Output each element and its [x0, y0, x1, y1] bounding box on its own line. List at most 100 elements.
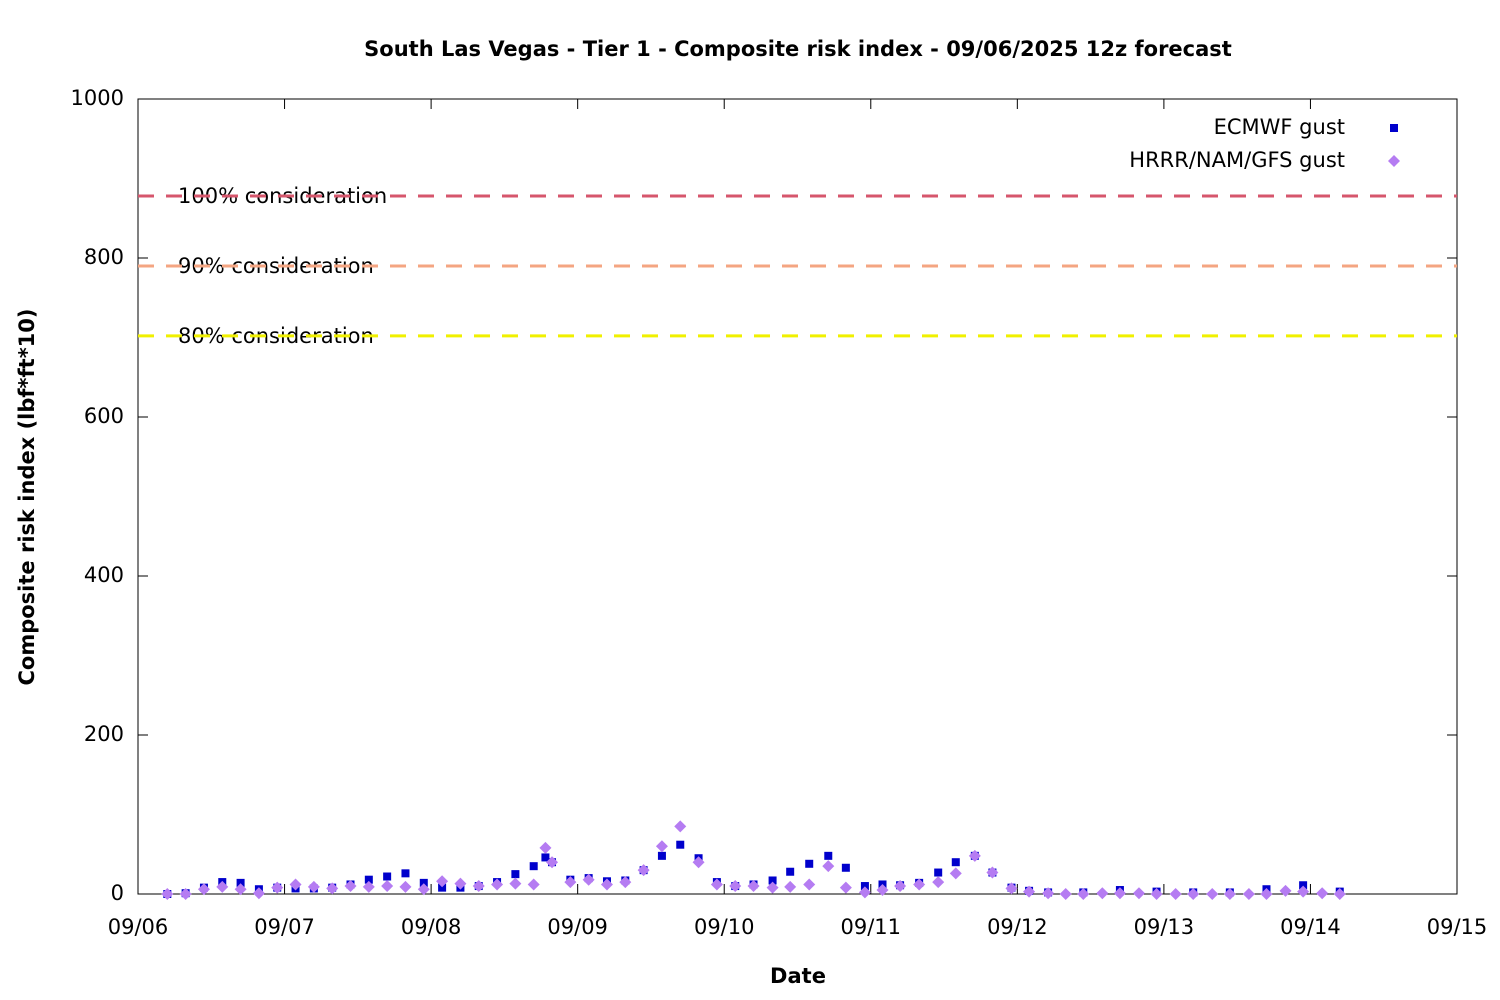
x-axis-label: Date [770, 964, 826, 988]
data-point [564, 876, 577, 889]
data-point [252, 887, 265, 900]
y-tick-label: 400 [84, 563, 124, 587]
data-point [1059, 888, 1072, 900]
data-point [637, 864, 650, 877]
data-point [529, 862, 538, 871]
data-point [860, 882, 869, 891]
data-point [383, 872, 392, 881]
data-point [438, 883, 447, 892]
x-tick-label: 09/09 [547, 915, 608, 939]
data-point [803, 878, 816, 891]
chart-title: South Las Vegas - Tier 1 - Composite ris… [364, 37, 1232, 61]
data-point [454, 877, 467, 890]
data-point [934, 868, 943, 877]
legend-label: ECMWF gust [1214, 115, 1345, 139]
data-point [399, 880, 412, 893]
data-point [1132, 887, 1145, 900]
x-tick-label: 09/15 [1427, 915, 1488, 939]
data-point [657, 851, 666, 860]
x-tick-label: 09/10 [694, 915, 755, 939]
plot-frame [137, 98, 1458, 895]
x-tick-label: 09/12 [987, 915, 1048, 939]
data-point [949, 867, 962, 880]
data-point [839, 881, 852, 894]
y-tick-label: 200 [84, 722, 124, 746]
y-tick-label: 0 [111, 881, 124, 905]
data-point [692, 856, 705, 869]
data-point [876, 884, 889, 897]
data-point [1113, 887, 1126, 900]
data-point [1242, 888, 1255, 900]
data-point [1223, 888, 1236, 900]
data-point [729, 880, 742, 893]
data-point [932, 876, 945, 889]
data-point [968, 849, 981, 862]
data-point [768, 876, 777, 885]
data-point [161, 888, 174, 900]
data-point [582, 873, 595, 886]
legend-marker [1390, 124, 1398, 132]
data-point [344, 880, 357, 893]
data-point [710, 878, 723, 891]
data-point [362, 880, 375, 893]
data-point [1042, 887, 1055, 900]
data-point [747, 880, 760, 893]
y-tick-label: 1000 [71, 86, 124, 110]
data-point [766, 881, 779, 894]
data-point [417, 883, 430, 896]
data-point [234, 883, 247, 896]
data-point [784, 880, 797, 893]
data-point [271, 881, 284, 894]
x-tick-label: 09/06 [108, 915, 169, 939]
data-point [539, 841, 552, 854]
data-point [986, 866, 999, 879]
x-tick-label: 09/07 [254, 915, 315, 939]
data-point [674, 820, 687, 833]
data-point [491, 878, 504, 891]
data-point [1260, 888, 1273, 900]
data-point [1299, 881, 1308, 890]
data-point [786, 867, 795, 876]
data-point [289, 878, 302, 891]
x-tick-label: 09/14 [1280, 915, 1341, 939]
data-point [858, 886, 871, 899]
x-tick-label: 09/11 [841, 915, 902, 939]
y-tick-label: 800 [84, 245, 124, 269]
data-point [655, 840, 668, 853]
data-point [1316, 887, 1329, 900]
data-point [913, 878, 926, 891]
data-point [1333, 888, 1346, 900]
data-point [951, 858, 960, 867]
data-point [1077, 888, 1090, 900]
legend-marker [1388, 155, 1400, 167]
data-point [894, 880, 907, 893]
x-tick-label: 09/13 [1134, 915, 1195, 939]
data-point [326, 882, 339, 895]
data-point [364, 875, 373, 884]
data-point [472, 880, 485, 893]
data-point [179, 888, 192, 900]
data-point [1096, 887, 1109, 900]
data-point [1150, 888, 1163, 900]
data-point [236, 878, 245, 887]
data-point [307, 880, 320, 893]
data-point [600, 878, 613, 891]
data-point [197, 883, 210, 896]
data-point [509, 877, 522, 890]
y-tick-label: 600 [84, 404, 124, 428]
data-point [401, 869, 410, 878]
y-axis-label: Composite risk index (lbf*ft*10) [15, 308, 39, 685]
data-point [1005, 882, 1018, 895]
data-point [1297, 885, 1310, 898]
data-point [822, 860, 835, 873]
data-point [619, 876, 632, 889]
data-point [824, 851, 833, 860]
data-point [1169, 888, 1182, 900]
data-point [1023, 885, 1036, 898]
data-point [1187, 888, 1200, 900]
data-point [805, 859, 814, 868]
legend-label: HRRR/NAM/GFS gust [1129, 148, 1345, 172]
data-point [676, 840, 685, 849]
data-point [381, 880, 394, 893]
